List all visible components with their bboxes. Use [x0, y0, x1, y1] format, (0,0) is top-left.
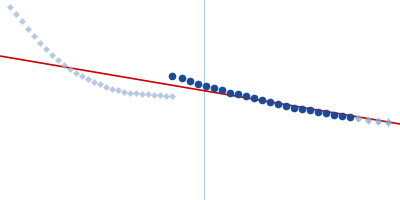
Point	[43, 47, 49, 51]
Point	[49, 53, 55, 57]
Point	[157, 94, 163, 97]
Point	[13, 12, 19, 16]
Point	[145, 93, 151, 96]
Point	[151, 93, 157, 97]
Point	[85, 77, 91, 81]
Point	[25, 27, 31, 31]
Point	[55, 58, 61, 62]
Point	[73, 71, 79, 75]
Point	[163, 94, 169, 97]
Point	[61, 63, 67, 67]
Point	[19, 19, 25, 23]
Point	[31, 34, 37, 38]
Point	[97, 83, 103, 86]
Point	[121, 90, 127, 93]
Point	[169, 95, 175, 98]
Point	[67, 67, 73, 71]
Point	[7, 5, 13, 9]
Point	[133, 92, 139, 95]
Point	[79, 74, 85, 78]
Point	[109, 87, 115, 90]
Point	[103, 85, 109, 88]
Point	[139, 92, 145, 96]
Point	[91, 80, 97, 84]
Point	[115, 89, 121, 92]
Point	[37, 41, 43, 45]
Point	[127, 91, 133, 94]
